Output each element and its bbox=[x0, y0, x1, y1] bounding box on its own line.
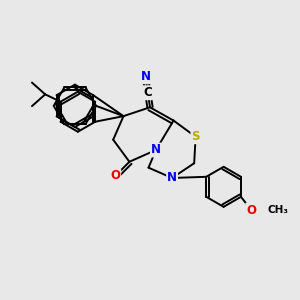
Text: N: N bbox=[167, 172, 177, 184]
Text: N: N bbox=[140, 70, 150, 83]
Text: O: O bbox=[246, 204, 256, 217]
Text: N: N bbox=[151, 143, 161, 157]
Text: O: O bbox=[110, 169, 120, 182]
Text: S: S bbox=[191, 130, 200, 143]
Text: CH₃: CH₃ bbox=[268, 205, 289, 215]
Text: C: C bbox=[143, 86, 152, 99]
